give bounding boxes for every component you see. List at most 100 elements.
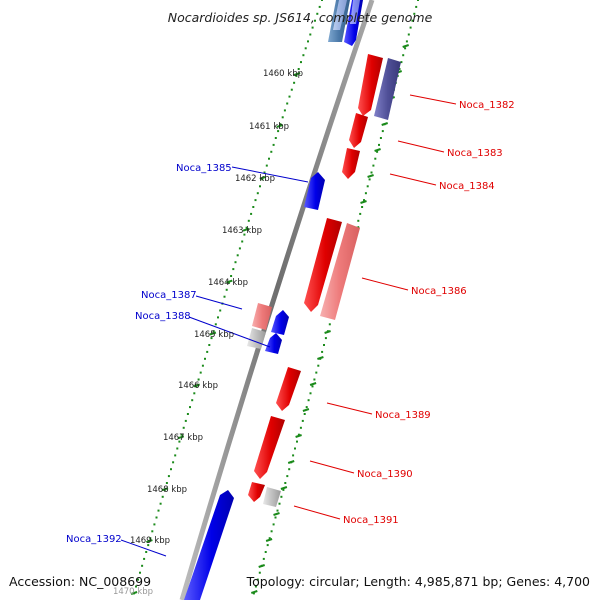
guide-dot xyxy=(174,454,177,457)
guide-dot xyxy=(137,578,139,581)
guide-dot xyxy=(304,47,307,50)
scale-label: 1469 kbp xyxy=(130,536,170,546)
gene-arrow-noca-1389 xyxy=(276,367,301,411)
guide-dot xyxy=(368,178,371,181)
guide-dot xyxy=(165,482,168,484)
guide-dot xyxy=(143,557,146,560)
minor-tick xyxy=(317,356,324,360)
minor-tick xyxy=(280,486,288,490)
guide-dot xyxy=(243,233,246,236)
gene-features xyxy=(184,0,401,600)
guide-dot xyxy=(359,212,362,215)
guide-dot xyxy=(317,364,320,367)
guide-dot xyxy=(324,337,327,340)
guide-dot xyxy=(295,74,298,77)
guide-dot xyxy=(250,212,253,215)
accession-text: Accession: NC_008699 xyxy=(9,574,151,589)
gene-arrow-noca-1387 xyxy=(252,303,272,330)
guide-dot xyxy=(272,523,275,526)
guide-dot xyxy=(294,447,296,450)
guide-dot xyxy=(323,344,325,346)
guide-dot xyxy=(293,81,296,84)
minor-tick xyxy=(402,44,410,48)
minor-tick xyxy=(265,538,273,542)
major-tick xyxy=(193,383,201,388)
guide-dot xyxy=(372,164,375,167)
guide-dot xyxy=(219,309,222,312)
guide-dot xyxy=(241,240,244,243)
gene-label-noca-1391: Noca_1391 xyxy=(343,515,399,526)
gene-arrow-noca-1387-blue xyxy=(271,310,289,335)
gene-label-noca-1387: Noca_1387 xyxy=(141,290,197,301)
guide-dot xyxy=(282,488,285,491)
guide-dot xyxy=(258,571,261,574)
major-tick xyxy=(276,123,284,128)
minor-tick xyxy=(309,382,317,386)
guide-dot xyxy=(363,199,365,202)
guide-dot xyxy=(265,164,268,167)
guide-dot xyxy=(277,130,280,133)
guide-dot xyxy=(159,502,162,505)
guide-dot xyxy=(167,475,170,478)
guide-dot xyxy=(263,171,266,174)
minor-tick xyxy=(360,200,367,204)
guide-dot xyxy=(153,523,156,526)
guide-dot xyxy=(417,0,419,1)
scale-label: 1461 kbp xyxy=(249,122,289,132)
scale-label: 1464 kbp xyxy=(208,278,248,288)
guide-dot xyxy=(376,150,379,153)
gene-arrow-noca-1383 xyxy=(349,113,368,148)
minor-tick xyxy=(302,408,310,412)
guide-dot xyxy=(404,47,407,50)
minor-tick xyxy=(367,174,374,178)
guide-dot xyxy=(252,592,255,595)
guide-dot xyxy=(280,495,283,498)
guide-dot xyxy=(268,537,271,540)
guide-dot xyxy=(370,171,373,174)
guide-dot xyxy=(364,192,367,195)
major-tick xyxy=(146,539,153,544)
guide-dot xyxy=(135,585,137,588)
scale-label: 1466 kbp xyxy=(178,381,218,391)
gene-label-noca-1392: Noca_1392 xyxy=(66,534,122,545)
guide-dot xyxy=(170,468,172,471)
guide-dot xyxy=(379,137,382,139)
guide-dot xyxy=(191,399,194,402)
guide-dot xyxy=(252,206,255,208)
minor-tick xyxy=(374,148,381,152)
guide-dot xyxy=(398,68,401,70)
gene-arrow-noca-1391 xyxy=(263,487,281,507)
scale-label: 1462 kbp xyxy=(235,174,275,184)
guide-dot xyxy=(328,323,331,326)
guide-dot xyxy=(374,157,377,160)
guide-dot xyxy=(274,516,277,519)
minor-tick xyxy=(258,564,266,568)
guide-dot xyxy=(247,219,250,222)
map-title: Nocardioides sp. JS614, complete genome xyxy=(168,10,433,25)
guide-dot xyxy=(286,102,289,105)
guide-dot xyxy=(309,33,312,36)
guide-dot xyxy=(259,185,261,188)
guide-dot xyxy=(234,261,237,264)
guide-dot xyxy=(206,350,209,353)
leader-noca-1385 xyxy=(231,166,309,183)
guide-dot xyxy=(254,199,257,202)
gene-label-noca-1382: Noca_1382 xyxy=(459,100,515,111)
guide-dot xyxy=(402,54,405,57)
guide-dot xyxy=(236,254,239,257)
gene-label-noca-1389: Noca_1389 xyxy=(375,410,431,421)
scale-label: 1465 kbp xyxy=(194,330,234,340)
topology-text: Topology: circular; Length: 4,985,871 bp… xyxy=(246,574,590,589)
gene-label-noca-1385: Noca_1385 xyxy=(176,163,232,174)
leader-noca-1389 xyxy=(326,402,373,415)
minor-tick xyxy=(287,460,295,464)
guide-dot xyxy=(180,433,183,436)
guide-dot xyxy=(223,295,226,298)
guide-dot xyxy=(161,495,164,498)
gene-label-noca-1384: Noca_1384 xyxy=(439,181,495,192)
guide-dot xyxy=(278,502,281,505)
guide-dot xyxy=(272,143,275,146)
guide-dot xyxy=(303,413,306,415)
gene-label-noca-1388: Noca_1388 xyxy=(135,311,191,322)
